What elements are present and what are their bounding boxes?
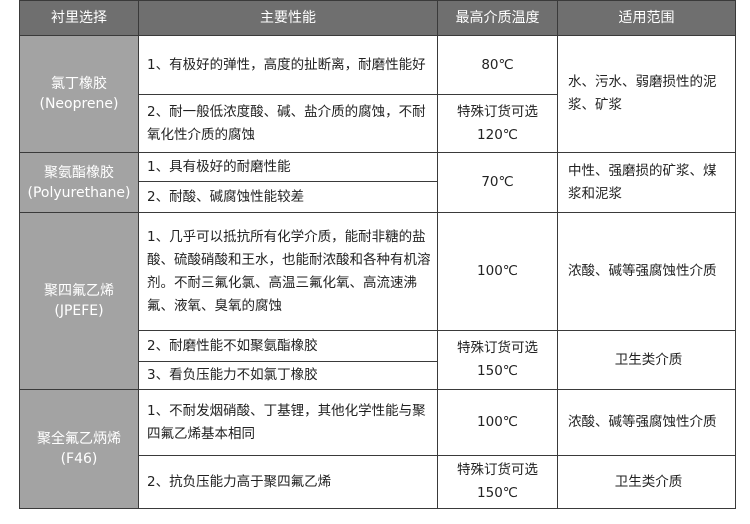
- table-row: 2、耐磨性能不如聚氨酯橡胶 特殊订货可选 150℃ 卫生类介质: [20, 330, 736, 390]
- performance-cell: 1、有极好的弹性，高度的扯断离，耐磨性能好: [138, 35, 438, 95]
- scope-cell: 中性、强磨损的矿浆、煤浆和泥浆: [557, 152, 736, 213]
- lining-table: 衬里选择 主要性能 最高介质温度 适用范围 氯丁橡胶 (Neoprene) 1、有…: [19, 0, 736, 509]
- material-ptfe: 聚四氟乙烯 (JPEFE): [19, 212, 139, 390]
- performance-cell: 2、耐酸、碱腐蚀性能较差: [138, 181, 438, 213]
- material-neoprene: 氯丁橡胶 (Neoprene): [19, 35, 139, 153]
- material-f46: 聚全氟乙炳烯 (F46): [19, 389, 139, 509]
- performance-cell: 2、抗负压能力高于聚四氟乙烯: [138, 455, 438, 509]
- table-row: 聚氨酯橡胶 (Polyurethane) 1、具有极好的耐磨性能 70℃ 中性、强…: [19, 152, 736, 213]
- header-scope: 适用范围: [557, 0, 736, 36]
- scope-cell: 卫生类介质: [557, 330, 736, 390]
- header-max-temp: 最高介质温度: [437, 0, 558, 36]
- material-polyurethane: 聚氨酯橡胶 (Polyurethane): [19, 152, 139, 213]
- temp-cell: 特殊订货可选 150℃: [437, 455, 558, 509]
- scope-cell: 浓酸、碱等强腐蚀性介质: [557, 212, 736, 331]
- table-row: 氯丁橡胶 (Neoprene) 1、有极好的弹性，高度的扯断离，耐磨性能好 80℃…: [19, 35, 736, 153]
- temp-cell: 特殊订货可选 150℃: [437, 330, 558, 390]
- header-lining: 衬里选择: [19, 0, 139, 36]
- header-row: 衬里选择 主要性能 最高介质温度 适用范围: [19, 0, 736, 36]
- performance-cell: 1、不耐发烟硝酸、丁基锂，其他化学性能与聚四氟乙烯基本相同: [138, 389, 438, 456]
- performance-cell: 3、看负压能力不如氯丁橡胶: [138, 361, 438, 390]
- temp-cell: 100℃: [437, 212, 558, 331]
- performance-cell: 2、耐一般低浓度酸、碱、盐介质的腐蚀，不耐氧化性介质的腐蚀: [138, 94, 438, 153]
- table-row: 聚全氟乙炳烯 (F46) 1、不耐发烟硝酸、丁基锂，其他化学性能与聚四氟乙烯基本相…: [19, 389, 736, 509]
- temp-cell: 80℃: [437, 35, 558, 95]
- table-row: 聚四氟乙烯 (JPEFE) 1、几乎可以抵抗所有化学介质，能耐非糖的盐酸、硫酸硝酸…: [19, 212, 736, 390]
- performance-cell: 2、耐磨性能不如聚氨酯橡胶: [138, 330, 438, 362]
- temp-cell: 70℃: [437, 152, 558, 213]
- table-row: 2、抗负压能力高于聚四氟乙烯 特殊订货可选 150℃ 卫生类介质: [20, 455, 736, 509]
- table-row: 3、看负压能力不如氯丁橡胶: [20, 361, 736, 390]
- temp-cell: 100℃: [437, 389, 558, 456]
- scope-cell: 水、污水、弱磨损性的泥浆、矿浆: [557, 35, 736, 153]
- scope-cell: 浓酸、碱等强腐蚀性介质: [557, 389, 736, 456]
- table-row: 2、耐一般低浓度酸、碱、盐介质的腐蚀，不耐氧化性介质的腐蚀 特殊订货可选 120℃: [20, 94, 736, 153]
- performance-cell: 1、具有极好的耐磨性能: [138, 152, 438, 182]
- scope-cell: 卫生类介质: [557, 455, 736, 509]
- temp-cell: 特殊订货可选 120℃: [437, 94, 558, 153]
- header-performance: 主要性能: [138, 0, 438, 36]
- performance-cell: 1、几乎可以抵抗所有化学介质，能耐非糖的盐酸、硫酸硝酸和王水，也能耐浓酸和各种有…: [138, 212, 438, 331]
